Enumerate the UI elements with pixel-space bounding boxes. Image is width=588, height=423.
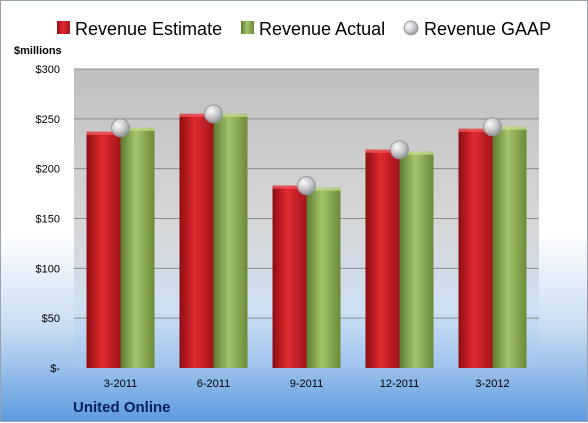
bar-revenue-estimate-top: [365, 149, 400, 153]
bar-revenue-actual-top: [120, 127, 155, 131]
y-tick-label: $300: [36, 64, 60, 76]
x-tick-label: 6-2011: [197, 378, 230, 390]
y-tick-label: $250: [36, 114, 60, 126]
bar-revenue-estimate-top: [458, 128, 493, 132]
bar-revenue-estimate-top: [272, 185, 307, 189]
bar-revenue-actual: [120, 127, 155, 368]
bar-revenue-actual-top: [306, 187, 341, 191]
bar-revenue-actual-top: [492, 126, 527, 130]
bar-revenue-estimate: [179, 113, 214, 368]
x-tick-label: 12-2011: [380, 378, 420, 390]
bars: [86, 113, 527, 368]
x-axis: 3-2011 6-2011 9-2011 12-2011 3-2012: [104, 378, 510, 390]
marker-revenue-gaap: [204, 104, 223, 124]
marker-revenue-gaap: [483, 117, 502, 137]
legend-item-revenue-gaap: Revenue GAAP: [403, 19, 551, 39]
bar-revenue-actual: [213, 113, 248, 368]
legend-label-revenue-estimate: Revenue Estimate: [75, 19, 222, 39]
legend-item-revenue-actual: Revenue Actual: [241, 19, 385, 39]
x-tick-label: 9-2011: [290, 378, 323, 390]
legend-marker-revenue-gaap: [403, 20, 419, 36]
marker-revenue-gaap: [390, 140, 409, 160]
legend-item-revenue-estimate: Revenue Estimate: [57, 19, 222, 39]
bar-revenue-actual: [492, 126, 527, 368]
marker-revenue-gaap: [111, 118, 130, 138]
bar-revenue-estimate: [272, 185, 307, 368]
y-axis: $- $50 $100 $150 $200 $250 $300: [36, 64, 61, 375]
bar-revenue-actual-top: [399, 151, 434, 155]
bar-revenue-estimate-top: [179, 113, 214, 117]
bar-revenue-estimate: [458, 128, 493, 368]
legend-swatch-revenue-estimate: [57, 21, 70, 34]
bar-revenue-actual-top: [213, 113, 248, 117]
x-tick-label: 3-2011: [104, 378, 137, 390]
bar-revenue-estimate-top: [86, 131, 121, 135]
legend-label-revenue-actual: Revenue Actual: [259, 19, 385, 39]
bar-revenue-estimate: [365, 149, 400, 368]
legend-label-revenue-gaap: Revenue GAAP: [424, 19, 551, 39]
y-tick-label: $150: [36, 214, 60, 226]
legend: Revenue Estimate Revenue Actual Revenue …: [57, 19, 551, 39]
bar-revenue-actual: [399, 151, 434, 368]
y-tick-label: $200: [36, 164, 60, 176]
x-tick-label: 3-2012: [475, 378, 509, 390]
y-tick-label: $100: [36, 263, 60, 275]
y-tick-label: $-: [50, 363, 60, 375]
unit-label: $millions: [14, 45, 62, 57]
bar-revenue-estimate: [86, 131, 121, 368]
legend-swatch-revenue-actual: [241, 21, 254, 34]
y-tick-label: $50: [42, 313, 60, 325]
gaap-markers: [111, 104, 502, 196]
bar-revenue-actual: [306, 187, 341, 368]
company-name: United Online: [73, 399, 171, 416]
marker-revenue-gaap: [297, 176, 316, 196]
